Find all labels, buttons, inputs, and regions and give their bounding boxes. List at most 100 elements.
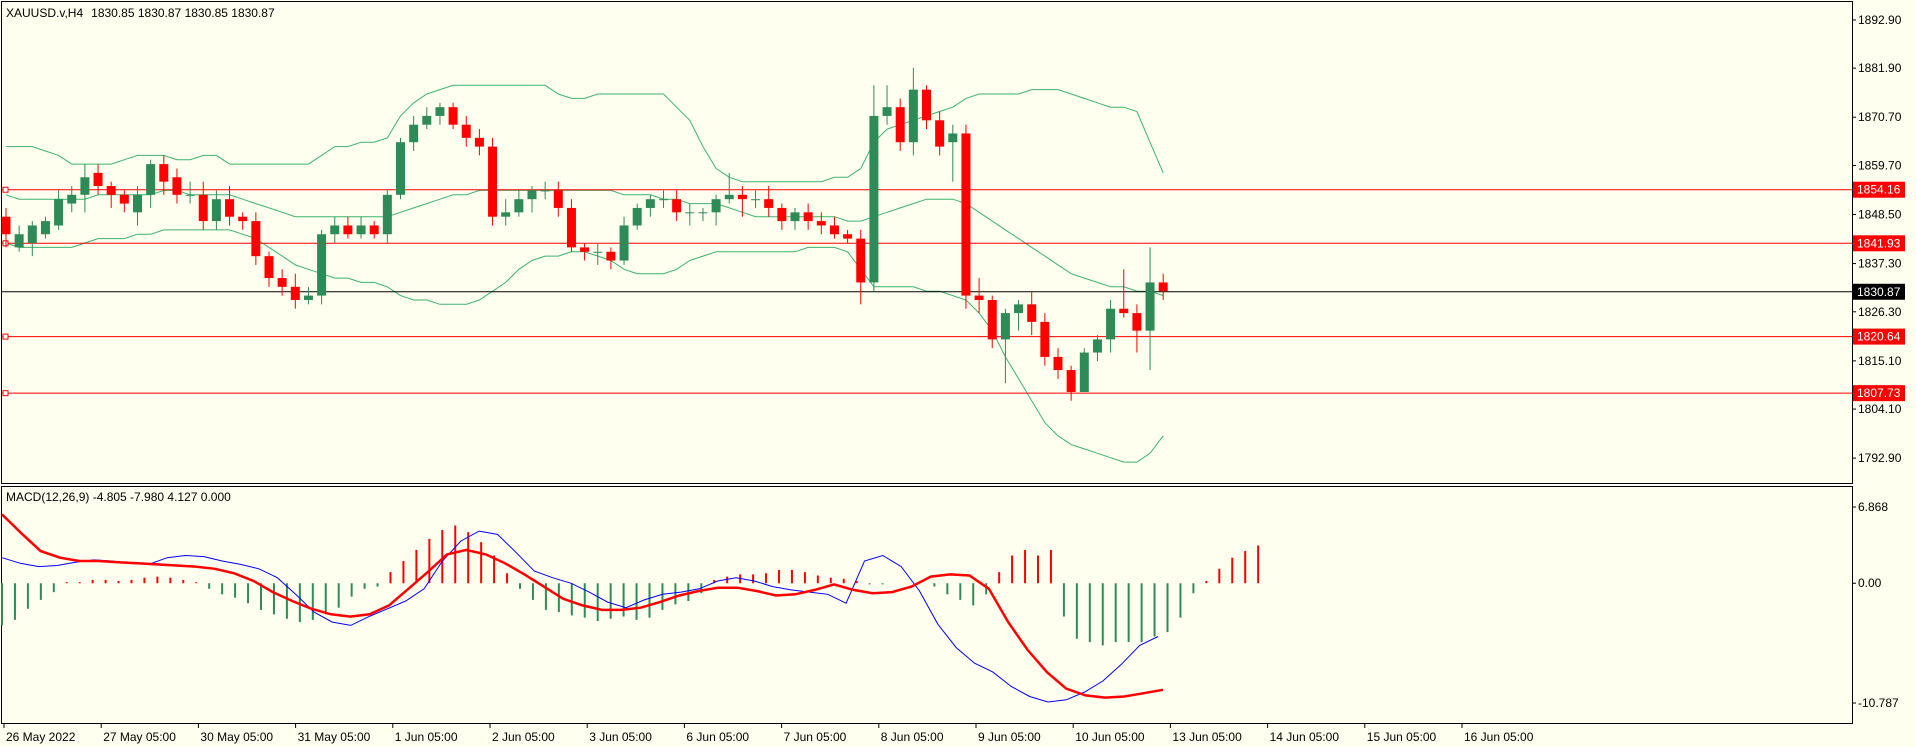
candle-body [1158, 282, 1168, 292]
price-tick-label: 1870.70 [1858, 110, 1902, 124]
time-axis: 26 May 2022 27 May 05:00 30 May 05:00 31 Ma… [3, 724, 1534, 744]
candle-body [80, 177, 90, 195]
candle-body [251, 221, 261, 257]
candle-body [566, 207, 576, 248]
candle-body [303, 295, 313, 300]
bollinger-upper-line [6, 84, 1164, 183]
candle-body [1027, 304, 1037, 322]
candle-body [711, 199, 721, 213]
candle-body [672, 199, 682, 213]
candle-body [317, 234, 327, 296]
candle-body [1066, 370, 1076, 392]
macd-tick-label: 0.00 [1858, 576, 1882, 590]
price-tick-label: 1837.30 [1858, 257, 1902, 271]
signal-line [1, 513, 1164, 699]
candle-body [461, 124, 471, 138]
candle-body [961, 133, 971, 296]
candle-body [396, 142, 405, 195]
price-tick-label: 1804.10 [1858, 402, 1902, 416]
level-price-tag: 1820.64 [1857, 330, 1901, 344]
candle-body [330, 225, 340, 235]
macd-info: MACD(12,26,9) -4.805 -7.980 4.127 0.000 [6, 490, 231, 504]
candle-body [54, 199, 64, 226]
time-tick-label: 2 Jun 05:00 [492, 730, 555, 744]
candle-body [409, 124, 419, 143]
level-price-tag: 1854.16 [1857, 183, 1901, 197]
price-tick-label: 1826.30 [1858, 305, 1902, 319]
price-tick-label: 1881.90 [1858, 61, 1902, 75]
time-tick-label: 27 May 05:00 [103, 730, 176, 744]
time-tick-label: 31 May 05:00 [298, 730, 371, 744]
candle-body [737, 194, 747, 200]
candle-body [777, 207, 787, 222]
bollinger-lower-line [5, 229, 1164, 463]
level-handle-1820.64 [2, 333, 9, 340]
candle-body [856, 238, 866, 283]
candle-body [1, 216, 11, 235]
candle-body [198, 194, 208, 222]
time-tick-label: 13 Jun 05:00 [1172, 730, 1242, 744]
candle-body [172, 177, 182, 195]
time-tick-label: 30 May 05:00 [200, 730, 273, 744]
horizontal-levels[interactable]: 1854.16 1841.93 1820.64 1807.73 1830.87 [2, 181, 1905, 402]
time-tick-label: 26 May 2022 [6, 730, 76, 744]
price-tick-label: 1892.90 [1858, 13, 1902, 27]
candle-body [1000, 313, 1010, 340]
candle-body [751, 199, 761, 201]
candle-body [277, 278, 287, 287]
time-tick-label: 16 Jun 05:00 [1464, 730, 1534, 744]
level-price-tag-bg [1853, 181, 1905, 198]
candles-series [1, 67, 1168, 401]
candle-body [632, 207, 642, 226]
candle-body [474, 137, 484, 147]
time-tick-label: 7 Jun 05:00 [784, 730, 847, 744]
time-tick-label: 15 Jun 05:00 [1367, 730, 1437, 744]
candle-body [146, 164, 156, 195]
candle-body [93, 172, 103, 187]
candle-body [764, 199, 774, 208]
candle-body [238, 216, 248, 222]
candle-body [553, 190, 563, 208]
candle-body [816, 221, 826, 226]
candle-body [540, 190, 550, 192]
candle-body [67, 194, 77, 204]
candle-body [869, 115, 879, 283]
time-tick-label: 9 Jun 05:00 [978, 730, 1041, 744]
candle-body [974, 295, 984, 300]
macd-line [1, 530, 1159, 703]
time-tick-label: 10 Jun 05:00 [1075, 730, 1145, 744]
time-tick-label: 1 Jun 05:00 [395, 730, 458, 744]
candle-body [908, 89, 918, 143]
candle-body [829, 225, 839, 235]
candle-body [133, 194, 142, 213]
candle-body [724, 194, 734, 200]
candle-body [40, 221, 50, 235]
candle-body [369, 225, 379, 235]
candle-body [922, 89, 931, 121]
candle-body [1132, 313, 1142, 331]
candle-body [803, 212, 813, 222]
price-tick-label: 1792.90 [1858, 451, 1902, 465]
time-tick-label: 3 Jun 05:00 [589, 730, 652, 744]
candle-body [382, 194, 392, 235]
candle-body [1053, 356, 1063, 371]
time-tick-label: 8 Jun 05:00 [881, 730, 944, 744]
candle-body [422, 115, 432, 125]
candle-body [987, 299, 997, 340]
candle-body [659, 199, 668, 201]
ohlc-values: 1830.85 1830.87 1830.85 1830.87 [91, 6, 275, 20]
level-handle-1854.16 [2, 186, 9, 193]
bollinger-bands [5, 84, 1164, 463]
time-tick-label: 6 Jun 05:00 [686, 730, 749, 744]
candle-body [106, 186, 116, 195]
current-price-tag-bg [1853, 283, 1905, 300]
candle-body [264, 256, 274, 279]
candle-body [185, 194, 195, 196]
candle-body [514, 199, 524, 213]
candle-body [488, 146, 498, 217]
candle-body [1040, 321, 1050, 357]
level-handle-1807.73 [2, 390, 9, 397]
candle-body [645, 199, 655, 208]
candle-body [606, 251, 616, 261]
